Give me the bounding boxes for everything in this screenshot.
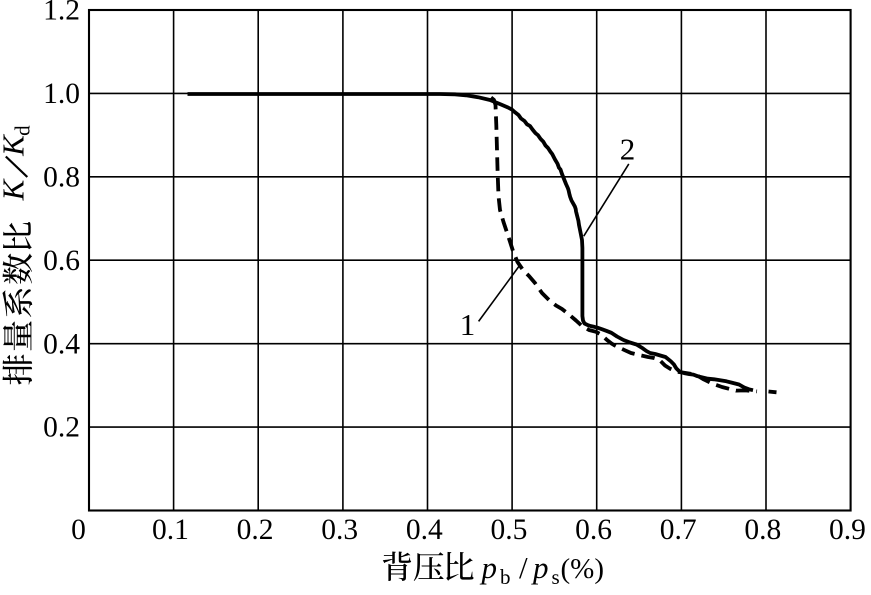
svg-text:1: 1	[460, 307, 476, 342]
svg-text:0.4: 0.4	[406, 514, 443, 546]
svg-text:0.9: 0.9	[829, 514, 866, 546]
svg-text:2: 2	[620, 132, 636, 167]
svg-text:K: K	[0, 133, 31, 157]
svg-text:p: p	[531, 550, 549, 585]
svg-text:0.2: 0.2	[43, 412, 80, 444]
svg-text:/: /	[519, 550, 528, 585]
svg-text:0.6: 0.6	[43, 245, 80, 277]
svg-text:0.6: 0.6	[575, 514, 612, 546]
svg-text:0.3: 0.3	[321, 514, 358, 546]
svg-text:0.8: 0.8	[43, 161, 80, 193]
svg-text:0.7: 0.7	[660, 514, 697, 546]
svg-text:K: K	[0, 177, 31, 201]
svg-text:0.2: 0.2	[237, 514, 274, 546]
svg-text:(%): (%)	[561, 553, 604, 585]
svg-text:0: 0	[71, 514, 86, 546]
svg-text:b: b	[500, 565, 511, 589]
svg-text:1.2: 1.2	[43, 0, 80, 27]
svg-text:s: s	[552, 565, 560, 589]
svg-text:0.5: 0.5	[490, 514, 527, 546]
svg-text:1.0: 1.0	[43, 78, 80, 110]
svg-text:0.8: 0.8	[744, 514, 781, 546]
svg-text:p: p	[480, 550, 498, 585]
svg-text:0.1: 0.1	[152, 514, 189, 546]
svg-text:d: d	[11, 125, 35, 136]
svg-text:0.4: 0.4	[43, 328, 80, 360]
